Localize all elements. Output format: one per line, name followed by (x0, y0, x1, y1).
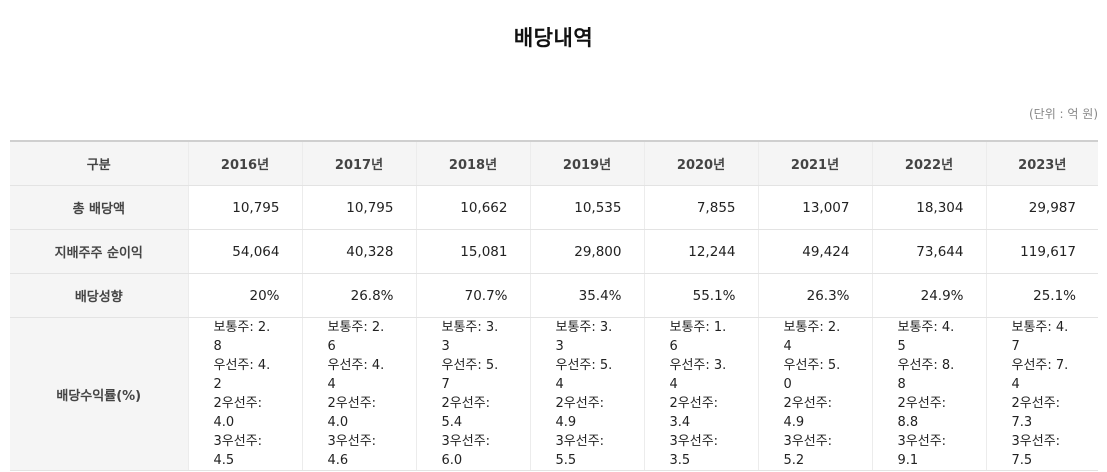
yield-line: 2우선주: 4.0 (213, 396, 263, 430)
yield-line: 3우선주: 6.0 (441, 434, 491, 468)
table-cell: 70.7% (416, 273, 531, 318)
table-cell: 10,662 (416, 185, 531, 230)
table-cell: 12,244 (644, 229, 759, 274)
table-row: 총 배당액 10,795 10,795 10,662 10,535 7,855 … (10, 185, 1098, 230)
header-corner: 구분 (10, 141, 189, 186)
table-cell: 29,987 (986, 185, 1098, 230)
row-label: 배당수익률(%) (10, 317, 189, 471)
table-cell: 15,081 (416, 229, 531, 274)
yield-line: 우선주: 4.4 (327, 358, 385, 392)
table-cell: 13,007 (758, 185, 873, 230)
header-year: 2018년 (416, 141, 531, 186)
table-cell: 20% (188, 273, 303, 318)
table-cell: 7,855 (644, 185, 759, 230)
header-year: 2021년 (758, 141, 873, 186)
header-year: 2016년 (188, 141, 303, 186)
table-cell: 26.8% (302, 273, 417, 318)
header-year: 2020년 (644, 141, 759, 186)
yield-line: 3우선주: 4.6 (327, 434, 377, 468)
row-label: 총 배당액 (10, 185, 189, 230)
table-row-yield: 배당수익률(%) 보통주: 2.8 우선주: 4.2 2우선주: 4.0 3우선… (10, 317, 1098, 471)
page-title: 배당내역 (513, 26, 594, 50)
yield-line: 우선주: 4.2 (213, 358, 271, 392)
table-cell: 10,535 (530, 185, 645, 230)
yield-cell: 보통주: 1.6 우선주: 3.4 2우선주: 3.4 3우선주: 3.5 (644, 317, 759, 471)
header-year: 2019년 (530, 141, 645, 186)
row-label: 지배주주 순이익 (10, 229, 189, 274)
unit-label: (단위 : 억 원) (1028, 107, 1098, 121)
yield-line: 2우선주: 7.3 (1011, 396, 1061, 430)
yield-cell: 보통주: 3.3 우선주: 5.7 2우선주: 5.4 3우선주: 6.0 (416, 317, 531, 471)
yield-line: 3우선주: 3.5 (669, 434, 719, 468)
yield-cell: 보통주: 2.6 우선주: 4.4 2우선주: 4.0 3우선주: 4.6 (302, 317, 417, 471)
yield-line: 3우선주: 4.5 (213, 434, 263, 468)
table-cell: 119,617 (986, 229, 1098, 274)
table-cell: 55.1% (644, 273, 759, 318)
yield-line: 보통주: 4.5 (897, 320, 955, 354)
header-year: 2017년 (302, 141, 417, 186)
table-cell: 18,304 (872, 185, 987, 230)
header-year: 2022년 (872, 141, 987, 186)
yield-line: 우선주: 5.4 (555, 358, 613, 392)
yield-line: 우선주: 5.0 (783, 358, 841, 392)
row-label: 배당성향 (10, 273, 189, 318)
yield-line: 2우선주: 5.4 (441, 396, 491, 430)
table-cell: 10,795 (188, 185, 303, 230)
yield-line: 2우선주: 4.9 (555, 396, 605, 430)
yield-line: 보통주: 3.3 (441, 320, 499, 354)
yield-line: 3우선주: 5.2 (783, 434, 833, 468)
yield-line: 2우선주: 8.8 (897, 396, 947, 430)
dividend-table: 구분 2016년 2017년 2018년 2019년 2020년 2021년 2… (10, 140, 1098, 471)
table-cell: 26.3% (758, 273, 873, 318)
table-cell: 24.9% (872, 273, 987, 318)
yield-line: 2우선주: 3.4 (669, 396, 719, 430)
table-row: 배당성향 20% 26.8% 70.7% 35.4% 55.1% 26.3% 2… (10, 273, 1098, 318)
yield-line: 보통주: 4.7 (1011, 320, 1069, 354)
yield-cell: 보통주: 4.7 우선주: 7.4 2우선주: 7.3 3우선주: 7.5 (986, 317, 1098, 471)
yield-line: 보통주: 3.3 (555, 320, 613, 354)
yield-line: 우선주: 3.4 (669, 358, 727, 392)
table-cell: 25.1% (986, 273, 1098, 318)
yield-line: 보통주: 2.8 (213, 320, 271, 354)
yield-line: 3우선주: 9.1 (897, 434, 947, 468)
yield-line: 보통주: 1.6 (669, 320, 727, 354)
yield-line: 보통주: 2.6 (327, 320, 385, 354)
table-cell: 40,328 (302, 229, 417, 274)
table-cell: 29,800 (530, 229, 645, 274)
table-cell: 49,424 (758, 229, 873, 274)
yield-line: 우선주: 8.8 (897, 358, 955, 392)
yield-line: 2우선주: 4.0 (327, 396, 377, 430)
header-row: 구분 2016년 2017년 2018년 2019년 2020년 2021년 2… (10, 141, 1098, 186)
table-cell: 54,064 (188, 229, 303, 274)
yield-line: 우선주: 7.4 (1011, 358, 1069, 392)
yield-cell: 보통주: 2.8 우선주: 4.2 2우선주: 4.0 3우선주: 4.5 (188, 317, 303, 471)
yield-cell: 보통주: 3.3 우선주: 5.4 2우선주: 4.9 3우선주: 5.5 (530, 317, 645, 471)
table-row: 지배주주 순이익 54,064 40,328 15,081 29,800 12,… (10, 229, 1098, 274)
table-cell: 73,644 (872, 229, 987, 274)
yield-line: 3우선주: 5.5 (555, 434, 605, 468)
yield-line: 보통주: 2.4 (783, 320, 841, 354)
table-cell: 10,795 (302, 185, 417, 230)
header-year: 2023년 (986, 141, 1098, 186)
yield-cell: 보통주: 2.4 우선주: 5.0 2우선주: 4.9 3우선주: 5.2 (758, 317, 873, 471)
yield-line: 우선주: 5.7 (441, 358, 499, 392)
yield-line: 3우선주: 7.5 (1011, 434, 1061, 468)
yield-line: 2우선주: 4.9 (783, 396, 833, 430)
yield-cell: 보통주: 4.5 우선주: 8.8 2우선주: 8.8 3우선주: 9.1 (872, 317, 987, 471)
table-cell: 35.4% (530, 273, 645, 318)
